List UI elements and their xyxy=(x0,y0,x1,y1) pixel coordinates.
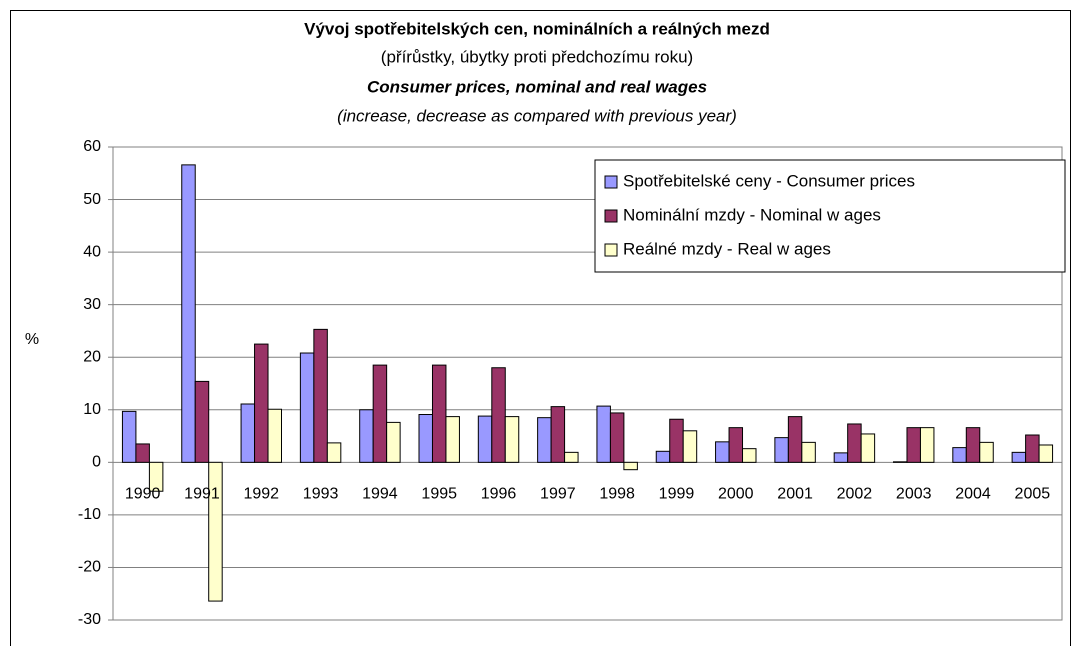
bar xyxy=(313,328,328,463)
x-tick-label: 1992 xyxy=(243,486,279,503)
legend-label: Nominální mzdy - Nominal w ages xyxy=(623,205,881,224)
bar xyxy=(906,427,921,463)
bar xyxy=(965,427,981,463)
x-tick-label: 1995 xyxy=(421,486,457,503)
bar xyxy=(1011,451,1027,463)
chart-subtitle-en: (increase, decrease as compared with pre… xyxy=(337,106,737,125)
bar xyxy=(299,352,315,463)
x-tick-label: 1996 xyxy=(481,486,517,503)
y-tick-label: 0 xyxy=(92,454,101,471)
bar xyxy=(445,416,460,463)
bar xyxy=(267,408,283,463)
bar xyxy=(477,415,493,463)
bar xyxy=(135,443,150,463)
bar xyxy=(833,452,849,463)
bar xyxy=(801,441,816,463)
bar xyxy=(550,406,566,463)
legend-swatch xyxy=(604,243,618,257)
y-tick-label: -20 xyxy=(78,559,101,576)
bar xyxy=(148,461,164,492)
x-tick-label: 1990 xyxy=(125,486,161,503)
x-tick-label: 2004 xyxy=(955,486,991,503)
bar xyxy=(208,461,223,602)
bar xyxy=(728,427,744,463)
legend-label: Spotřebitelské ceny - Consumer prices xyxy=(623,171,915,190)
y-tick-label: -10 xyxy=(78,506,101,523)
x-tick-label: 1991 xyxy=(184,486,220,503)
bar xyxy=(715,441,730,463)
bar xyxy=(194,380,210,463)
bar xyxy=(669,418,684,463)
y-tick-label: 30 xyxy=(83,296,101,313)
bar xyxy=(952,447,967,463)
bar xyxy=(386,421,401,463)
bar xyxy=(979,441,994,463)
y-tick-label: 50 xyxy=(83,191,101,208)
bar xyxy=(181,164,196,463)
bar xyxy=(774,437,789,463)
bar xyxy=(682,430,698,463)
y-tick-label: 20 xyxy=(83,348,101,365)
bar xyxy=(504,416,520,463)
x-tick-label: 1994 xyxy=(362,486,398,503)
bar xyxy=(860,433,876,463)
x-tick-label: 1998 xyxy=(599,486,635,503)
chart-title-en: Consumer prices, nominal and real wages xyxy=(367,77,707,96)
bar xyxy=(431,364,447,463)
x-tick-label: 2000 xyxy=(718,486,754,503)
x-tick-label: 2002 xyxy=(837,486,873,503)
bar xyxy=(372,364,388,463)
bar xyxy=(491,367,506,463)
bar xyxy=(418,414,433,463)
legend-swatch xyxy=(604,209,618,223)
bar xyxy=(121,410,137,463)
x-tick-label: 2005 xyxy=(1015,486,1051,503)
bar xyxy=(326,442,342,463)
y-axis-label: % xyxy=(25,331,39,348)
bar xyxy=(254,343,269,463)
legend-swatch xyxy=(604,175,618,189)
chart-title: Vývoj spotřebitelských cen, nominálních … xyxy=(304,19,770,38)
legend-label: Reálné mzdy - Real w ages xyxy=(623,239,831,258)
x-tick-label: 1997 xyxy=(540,486,576,503)
bar xyxy=(847,423,862,463)
bar xyxy=(787,416,803,463)
bar xyxy=(609,412,625,463)
bar xyxy=(359,409,374,463)
bar xyxy=(742,448,757,463)
x-tick-label: 1993 xyxy=(303,486,339,503)
bar xyxy=(655,450,671,463)
y-tick-label: 40 xyxy=(83,243,101,260)
bar xyxy=(1038,444,1054,463)
bar xyxy=(919,427,935,463)
bar xyxy=(240,403,256,463)
x-tick-label: 1999 xyxy=(659,486,695,503)
bar xyxy=(892,461,908,463)
y-tick-label: -30 xyxy=(78,611,101,628)
legend-box xyxy=(594,159,1066,273)
bar xyxy=(537,417,552,463)
chart-subtitle: (přírůstky, úbytky proti předchozímu rok… xyxy=(381,47,693,66)
x-tick-label: 2003 xyxy=(896,486,932,503)
bar xyxy=(564,451,579,463)
y-tick-label: 60 xyxy=(83,138,101,155)
y-tick-label: 10 xyxy=(83,401,101,418)
bar xyxy=(596,405,611,463)
x-tick-label: 2001 xyxy=(777,486,813,503)
bar xyxy=(623,461,638,471)
chart-frame xyxy=(10,10,1071,646)
bar xyxy=(1025,434,1040,463)
